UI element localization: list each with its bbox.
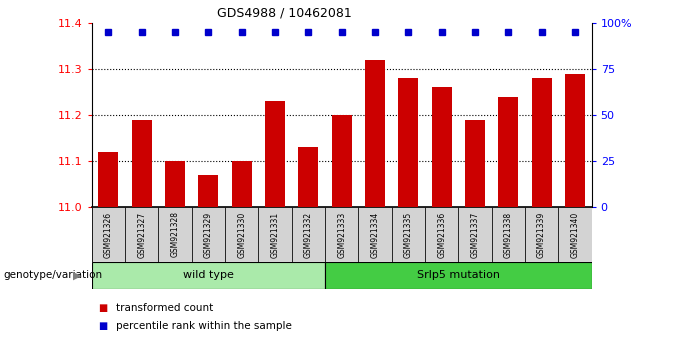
Text: ■: ■ — [99, 303, 108, 313]
Text: ■: ■ — [99, 321, 108, 331]
Text: GDS4988 / 10462081: GDS4988 / 10462081 — [217, 6, 352, 19]
Bar — [565, 74, 585, 207]
Text: GSM921337: GSM921337 — [471, 211, 479, 258]
Bar — [92, 207, 125, 262]
Bar — [192, 207, 225, 262]
Bar — [92, 262, 325, 289]
Text: transformed count: transformed count — [116, 303, 213, 313]
Bar — [158, 207, 192, 262]
Bar — [99, 152, 118, 207]
Bar — [199, 175, 218, 207]
Bar — [525, 207, 558, 262]
Bar — [325, 207, 358, 262]
Bar — [558, 207, 592, 262]
Text: GSM921335: GSM921335 — [404, 211, 413, 258]
Bar — [432, 87, 452, 207]
Text: GSM921329: GSM921329 — [204, 211, 213, 258]
Bar — [292, 207, 325, 262]
Text: GSM921331: GSM921331 — [271, 211, 279, 258]
Text: Srlp5 mutation: Srlp5 mutation — [417, 270, 500, 280]
Bar — [492, 207, 525, 262]
Bar — [398, 78, 418, 207]
Text: GSM921333: GSM921333 — [337, 211, 346, 258]
Bar — [299, 147, 318, 207]
Text: GSM921332: GSM921332 — [304, 211, 313, 258]
Bar — [225, 207, 258, 262]
Bar — [532, 78, 551, 207]
Bar — [465, 120, 485, 207]
Text: GSM921330: GSM921330 — [237, 211, 246, 258]
Text: GSM921334: GSM921334 — [371, 211, 379, 258]
Text: GSM921339: GSM921339 — [537, 211, 546, 258]
Bar — [498, 97, 518, 207]
Text: GSM921336: GSM921336 — [437, 211, 446, 258]
Text: ▶: ▶ — [73, 270, 82, 280]
Bar — [325, 262, 592, 289]
Bar — [392, 207, 425, 262]
Bar — [332, 115, 352, 207]
Bar — [258, 207, 292, 262]
Text: GSM921326: GSM921326 — [104, 211, 113, 258]
Text: wild type: wild type — [183, 270, 234, 280]
Text: GSM921338: GSM921338 — [504, 211, 513, 258]
Text: GSM921328: GSM921328 — [171, 211, 180, 257]
Bar — [165, 161, 185, 207]
Bar — [425, 207, 458, 262]
Bar — [265, 101, 285, 207]
Text: GSM921340: GSM921340 — [571, 211, 579, 258]
Text: genotype/variation: genotype/variation — [3, 270, 103, 280]
Bar — [125, 207, 158, 262]
Bar — [358, 207, 392, 262]
Bar — [132, 120, 152, 207]
Bar — [458, 207, 492, 262]
Bar — [365, 60, 385, 207]
Text: GSM921327: GSM921327 — [137, 211, 146, 258]
Text: percentile rank within the sample: percentile rank within the sample — [116, 321, 292, 331]
Bar — [232, 161, 252, 207]
